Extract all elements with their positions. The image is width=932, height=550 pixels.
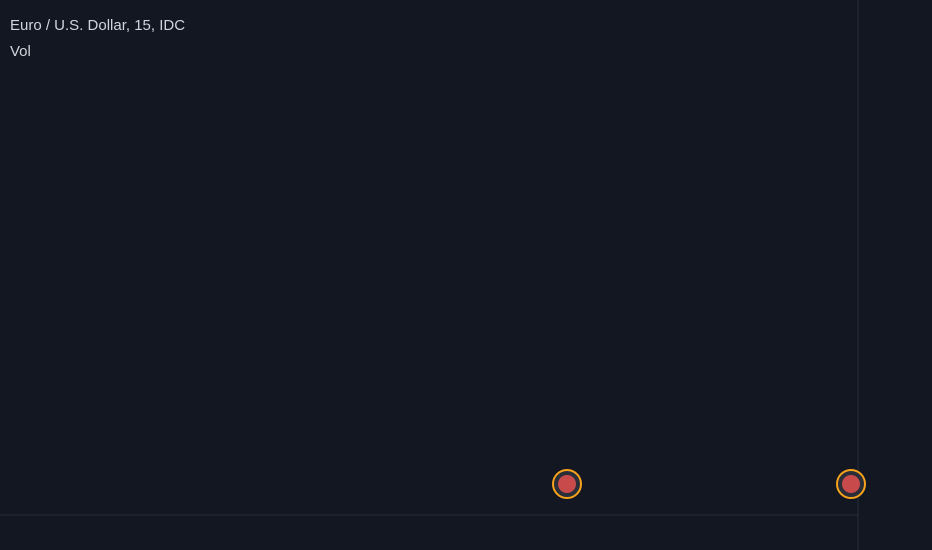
chart-title: Euro / U.S. Dollar, 15, IDC	[10, 17, 185, 34]
event-icon	[552, 469, 866, 499]
event-flag-fill	[842, 475, 860, 493]
volume-label: Vol	[10, 43, 31, 60]
event-flag-fill	[558, 475, 576, 493]
